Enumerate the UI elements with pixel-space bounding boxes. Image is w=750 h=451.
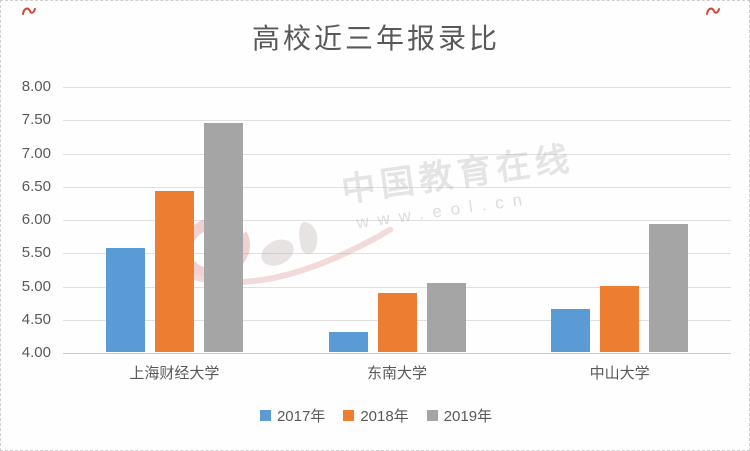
gridline [63,253,731,255]
legend-swatch-icon [426,410,438,421]
gridline [63,286,731,288]
bar-2017年-上海财经大学 [105,248,145,352]
legend-swatch-icon [343,410,355,421]
y-tick-label: 8.00 [21,78,51,95]
gridline [63,120,731,122]
bar-2017年-中山大学 [551,308,591,352]
gridline [63,186,731,188]
plot-area [63,87,731,354]
bar-2019年-东南大学 [426,282,466,352]
gridline [63,220,731,221]
x-category-label: 中山大学 [589,365,650,382]
y-tick-label: 6.50 [21,177,51,195]
y-tick-label: 4.50 [21,310,51,328]
bars-layer [63,87,731,353]
legend-item-2019年: 2019年 [426,405,493,426]
bar-2017年-东南大学 [328,332,368,352]
gridline [63,153,731,155]
x-category-label: 东南大学 [366,365,427,382]
legend-item-2018年: 2018年 [343,405,409,426]
gridline [63,353,731,354]
y-tick-label: 7.50 [21,111,51,129]
chart-title: 高校近三年报录比 [251,24,500,55]
y-tick-label: 6.00 [21,211,51,228]
bar-2018年-中山大学 [600,285,640,352]
y-tick-label: 5.50 [21,244,51,262]
red-corner-mark-right-icon [706,7,720,15]
y-tick-label: 5.00 [21,277,51,295]
bar-2018年-上海财经大学 [154,191,194,352]
bar-2019年-上海财经大学 [203,122,243,352]
y-tick-label: 4.00 [21,344,51,361]
legend-label: 2019年 [443,408,493,425]
bar-2019年-中山大学 [649,224,689,352]
gridline [63,87,731,88]
legend: 2017年 2018年 2019年 [1,405,749,426]
red-corner-mark-left-icon [22,7,36,15]
bar-2018年-东南大学 [377,292,417,352]
x-axis: 上海财经大学 东南大学 中山大学 [63,362,731,384]
legend-label: 2017年 [276,408,326,425]
x-category-label: 上海财经大学 [129,365,220,382]
y-tick-label: 7.00 [21,144,51,162]
legend-label: 2018年 [360,408,409,425]
legend-swatch-icon [259,410,271,421]
legend-item-2017年: 2017年 [259,405,326,426]
